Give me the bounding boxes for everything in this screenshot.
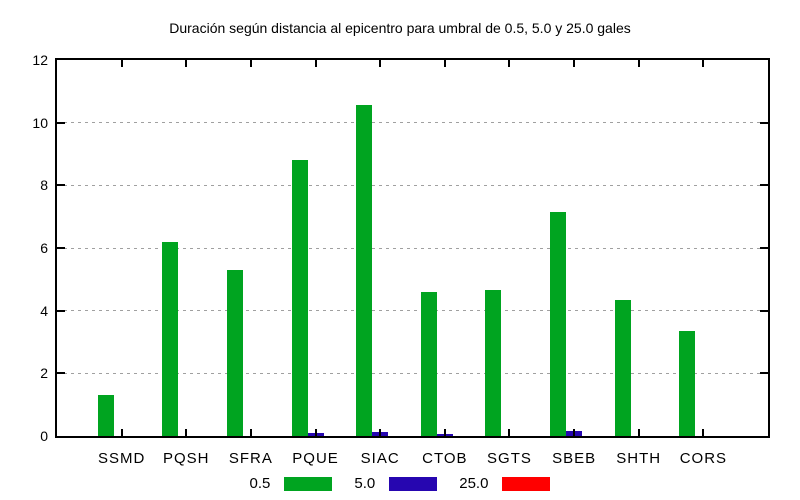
ytick-left-8 [57, 184, 65, 187]
x-axis-label-CORS: CORS [679, 450, 728, 467]
xtick-bottom-SFRA [249, 429, 252, 436]
bar-0.5-CORS [679, 331, 696, 436]
ytick-right-10 [760, 121, 768, 124]
y-axis-tick-label: 12 [32, 52, 48, 68]
xtick-top-SSMD [120, 60, 123, 67]
xtick-top-SIAC [379, 60, 382, 67]
gridline-y8 [57, 184, 768, 186]
gridline-y4 [57, 310, 768, 312]
xtick-top-PQSH [185, 60, 188, 67]
ytick-right-6 [760, 247, 768, 249]
x-axis-label-SSMD: SSMD [97, 450, 146, 467]
ytick-left-2 [57, 372, 65, 375]
bar-0.5-SGTS [485, 290, 502, 436]
bar-0.5-SBEB [550, 212, 567, 436]
x-axis-label-PQUE: PQUE [292, 450, 339, 467]
bar-0.5-SSMD [97, 395, 114, 436]
x-axis-label-SBEB: SBEB [552, 450, 597, 467]
plot-area [55, 58, 770, 438]
legend-item-25.0: 25.0 [459, 475, 551, 492]
xtick-top-PQUE [314, 60, 317, 67]
xtick-top-SGTS [508, 60, 511, 67]
legend-item-0.5: 0.5 [250, 475, 333, 492]
y-axis-tick-label: 8 [40, 177, 48, 194]
y-axis-tick-label: 6 [40, 240, 48, 256]
xtick-bottom-CORS [702, 429, 705, 436]
x-axis-label-PQSH: PQSH [163, 450, 210, 467]
xtick-top-SFRA [249, 60, 252, 67]
ytick-right-2 [760, 372, 768, 375]
y-axis-tick-label: 2 [40, 365, 48, 382]
bar-0.5-SIAC [356, 105, 373, 436]
bar-0.5-SFRA [226, 270, 243, 436]
legend-swatch-25.0 [502, 476, 551, 491]
y-axis-tick-label: 4 [40, 302, 48, 319]
ytick-left-10 [57, 121, 65, 124]
xtick-bottom-SBEB [573, 429, 576, 436]
xtick-top-SBEB [573, 60, 576, 67]
legend-swatch-0.5 [284, 476, 333, 491]
gridline-y10 [57, 122, 768, 124]
legend-swatch-5.0 [389, 476, 438, 491]
gridline-y6 [57, 247, 768, 249]
x-axis-label-CTOB: CTOB [422, 450, 468, 467]
xtick-bottom-PQUE [314, 429, 317, 436]
x-axis-label-SIAC: SIAC [360, 450, 400, 467]
chart-title: Duración según distancia al epicentro pa… [169, 20, 631, 36]
xtick-bottom-SHTH [637, 429, 640, 436]
x-axis-label-SGTS: SGTS [487, 450, 532, 467]
legend-label-25.0: 25.0 [459, 475, 489, 492]
gridline-y2 [57, 372, 768, 374]
x-axis-label-SHTH: SHTH [616, 450, 662, 467]
bar-0.5-PQUE [291, 160, 308, 436]
xtick-bottom-PQSH [185, 429, 188, 436]
xtick-bottom-SSMD [120, 429, 123, 436]
y-axis-tick-label: 10 [32, 114, 48, 131]
bar-0.5-CTOB [420, 292, 437, 436]
xtick-top-CORS [702, 60, 705, 67]
xtick-top-SHTH [637, 60, 640, 67]
ytick-left-4 [57, 309, 65, 312]
legend: 0.5 5.0 25.0 [0, 475, 800, 492]
xtick-top-CTOB [443, 60, 446, 67]
legend-label-0.5: 0.5 [249, 475, 271, 492]
bar-0.5-SHTH [614, 300, 631, 436]
x-axis-label-SFRA: SFRA [228, 450, 273, 467]
ytick-right-8 [760, 184, 768, 187]
ytick-left-6 [57, 247, 65, 249]
xtick-bottom-SGTS [508, 429, 511, 436]
bar-0.5-PQSH [162, 242, 179, 436]
legend-item-5.0: 5.0 [354, 475, 438, 492]
xtick-bottom-CTOB [443, 429, 446, 436]
y-axis-tick-label: 0 [40, 428, 48, 444]
xtick-bottom-SIAC [379, 429, 382, 436]
legend-label-5.0: 5.0 [354, 475, 376, 492]
ytick-right-4 [760, 309, 768, 312]
